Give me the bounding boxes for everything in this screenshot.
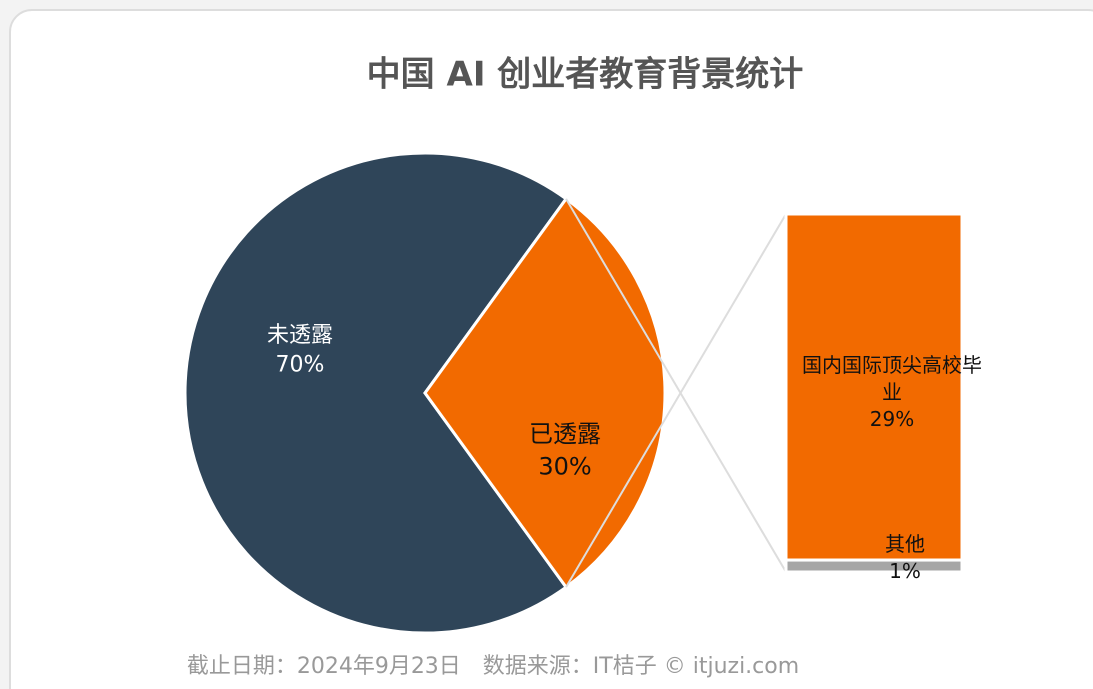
slice-name: 未透露 [267,323,333,348]
bar-value: 1% [889,559,921,583]
pie-slice [183,151,569,635]
slice-value: 70% [276,353,325,378]
slice-label: 已透露 30% [529,420,601,480]
footnote: 截止日期：2024年9月23日 数据来源：IT桔子 © itjuzi.com [187,654,799,679]
slice-label: 未透露 70% [267,323,333,378]
pie-slice [423,196,667,590]
slice-name: 已透露 [529,420,601,448]
bar-name: 其他 [885,532,925,556]
connector [565,198,787,573]
bar-value: 29% [869,407,915,431]
slice-value: 30% [538,452,591,480]
chart-title: 中国 AI 创业者教育背景统计 [367,55,804,95]
bar-segment [784,558,964,574]
bar-label: 国内国际顶尖高校毕业 29% [792,352,992,433]
bar-name: 国内国际顶尖高校毕业 [802,353,982,404]
bar-segment [784,212,964,562]
connector [565,213,787,588]
bar-label: 其他 1% [845,531,965,585]
